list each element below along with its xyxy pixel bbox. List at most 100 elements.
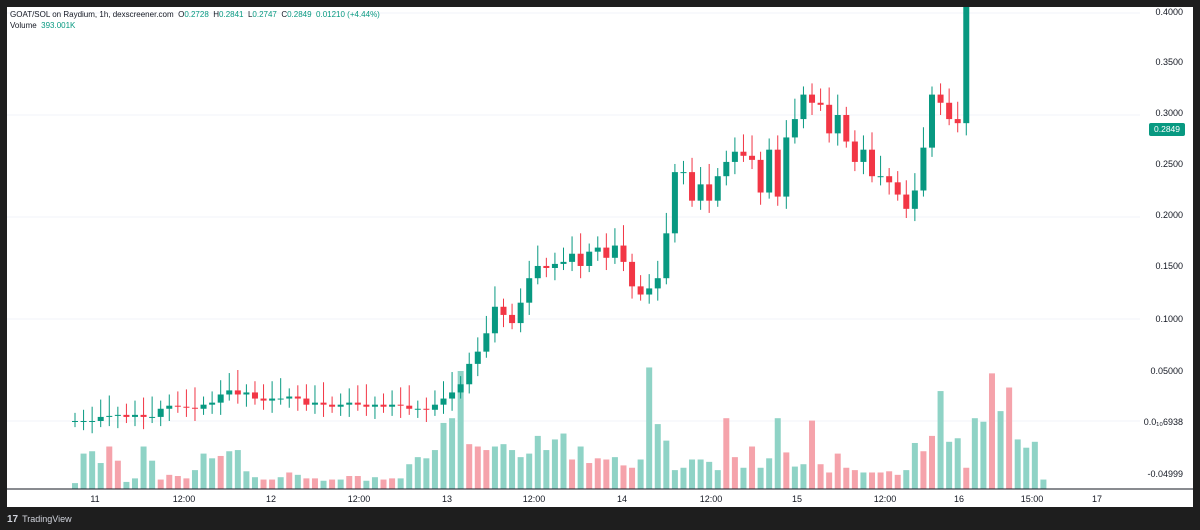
candle-body (697, 184, 704, 201)
price-tick-label: 0.0₁₀6938 (1144, 417, 1183, 427)
candle-body (363, 404, 370, 407)
volume-bar (157, 479, 164, 489)
volume-bar (611, 457, 618, 489)
candle-body (380, 404, 387, 407)
candle-body (389, 404, 396, 407)
candle-body (663, 233, 670, 279)
candle-body (577, 253, 584, 266)
candle-body (217, 394, 224, 403)
chart-panel[interactable]: 0.4000 0.3500 0.3000 0.2500 0.2000 0.1500 0.10… (7, 7, 1193, 507)
high-value: 0.2841 (219, 10, 244, 19)
candle-body (80, 421, 87, 422)
volume-value: 393.001K (41, 21, 76, 30)
price-tick-label: 0.1000 (1155, 314, 1183, 324)
volume-bar (251, 477, 258, 489)
candle-body (689, 172, 696, 201)
tradingview-brand[interactable]: TradingView (22, 514, 72, 524)
volume-bar (980, 421, 987, 489)
volume-bar (911, 442, 918, 489)
price-chart[interactable]: 0.4000 0.3500 0.3000 0.2500 0.2000 0.1500 0.10… (7, 7, 1193, 507)
volume-bar (577, 446, 584, 489)
volume-bar (551, 439, 558, 489)
candle-body (551, 263, 558, 268)
candle-body (509, 314, 516, 324)
volume-bar (483, 450, 490, 489)
candle-body (620, 245, 627, 262)
volume-bar (603, 459, 610, 489)
volume-bar (963, 467, 970, 489)
time-tick-label: 11 (90, 494, 99, 504)
candle-body (723, 161, 730, 177)
last-price-badge: 0.2849 (1149, 123, 1185, 136)
candle-body (543, 265, 550, 268)
candle-body (474, 351, 481, 364)
volume-bar (380, 479, 387, 489)
candle-body (346, 402, 353, 405)
candle-body (894, 182, 901, 195)
time-tick-label: 16 (954, 494, 964, 504)
volume-bar (534, 435, 541, 489)
time-tick-label: 12:00 (523, 494, 546, 504)
volume-bar (140, 446, 147, 489)
open-value: 0.2728 (184, 10, 209, 19)
volume-bar (689, 459, 696, 489)
volume-bar (869, 472, 876, 489)
volume-bar (226, 451, 233, 489)
candle-body (680, 172, 687, 174)
open-label: O (178, 10, 185, 19)
volume-bar (346, 476, 353, 489)
volume-bar (123, 481, 130, 489)
candle-body (371, 404, 378, 407)
volume-bar (457, 371, 464, 489)
candle-body (740, 151, 747, 156)
volume-bar (903, 470, 910, 489)
volume-label: Volume (10, 21, 37, 30)
volume-bar (277, 477, 284, 489)
candle-body (157, 408, 164, 417)
candle-body (809, 94, 816, 103)
volume-bar (826, 472, 833, 489)
price-tick-label: 0.2000 (1155, 210, 1183, 220)
candle-body (817, 102, 824, 105)
candle-body (123, 414, 130, 417)
volume-bar (389, 478, 396, 489)
volume-bar (791, 466, 798, 489)
candle-body (851, 141, 858, 162)
volume-bar (294, 474, 301, 489)
candle-body (603, 247, 610, 258)
volume-bar (560, 433, 567, 489)
candle-body (774, 149, 781, 197)
volume-bar (946, 441, 953, 489)
candle-body (800, 94, 807, 120)
candle-body (397, 404, 404, 406)
candle-body (843, 115, 850, 142)
volume-bar (234, 450, 241, 489)
volume-bar (97, 463, 104, 489)
volume-bar (929, 435, 935, 489)
volume-bar (209, 458, 216, 489)
volume-bar (397, 478, 404, 489)
candle-body (903, 194, 910, 209)
volume-bar (971, 418, 978, 489)
volume-bar (646, 367, 653, 489)
volume-bar (131, 478, 138, 489)
price-tick-label: 0.4000 (1155, 7, 1183, 17)
volume-bar (680, 467, 687, 489)
candle-body (749, 155, 756, 160)
time-tick-label: 12:00 (874, 494, 897, 504)
volume-bar (243, 471, 250, 489)
candle-body (226, 390, 233, 395)
candle-body (303, 398, 310, 405)
volume-bar (851, 470, 858, 489)
volume-bar (517, 457, 524, 489)
candle-body (860, 149, 867, 162)
candle-body (354, 402, 361, 405)
candle-body (466, 363, 473, 385)
volume-bar (200, 453, 207, 489)
candle-body (869, 149, 876, 177)
volume-bar (740, 467, 747, 489)
footer: 17 TradingView (7, 508, 72, 530)
volume-legend: Volume 393.001K (10, 21, 75, 30)
volume-bar (894, 474, 901, 489)
tradingview-logo-icon[interactable]: 17 (7, 513, 19, 525)
